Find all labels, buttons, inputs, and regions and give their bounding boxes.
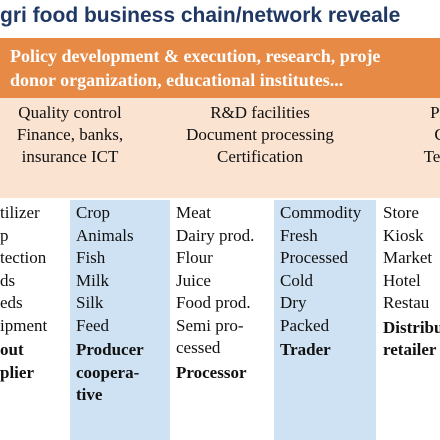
support-line: Certification	[217, 147, 303, 166]
support-group: Quality control Finance, banks, insurance …	[0, 102, 170, 168]
chain-item: eds	[0, 293, 23, 312]
role-line: Processor	[176, 362, 247, 382]
support-line: Tech	[423, 147, 440, 166]
support-group: Pri CTech	[340, 102, 440, 168]
chain-item: Silk	[76, 293, 104, 312]
support-line: insurance ICT	[21, 147, 119, 166]
chain-item: ds	[0, 270, 16, 290]
chain-item: Restau	[383, 293, 430, 312]
chain-item: p	[0, 225, 9, 245]
chain-item: ipment	[0, 315, 48, 335]
chain-role: Producer coopera-tive	[76, 339, 170, 407]
role-line: out	[0, 340, 24, 359]
chain-item: Flour	[176, 248, 213, 267]
title: gri food business chain/network reveale	[0, 4, 401, 27]
chain-column: Meat Dairy prod. Flour Juice Food prod. Semi …	[170, 200, 272, 440]
role-line: plier	[0, 362, 34, 382]
chain-item: Processed	[280, 248, 348, 267]
chain-item: tection	[0, 248, 47, 267]
chain-item: Cold	[280, 270, 314, 290]
chain-role: Trader	[280, 339, 376, 362]
chain-item: Juice	[176, 270, 211, 290]
support-line: Finance, banks,	[16, 125, 124, 144]
policy-band: Policy development & execution, research…	[0, 38, 440, 98]
chain-role: out plier	[0, 339, 68, 384]
support-line: R&D facilities	[210, 103, 310, 122]
chain-column: Crop Animals Fish Milk Silk Feed Producer coope…	[70, 200, 170, 440]
support-line: Quality control	[18, 103, 122, 122]
chain-item: Crop	[76, 203, 110, 222]
chain-column: Store Kiosk Market Hotel Restau Distribu retai…	[378, 200, 440, 440]
policy-line: donor organization, educational institut…	[10, 70, 344, 90]
policy-line: Policy development & execution, research…	[10, 46, 381, 66]
role-line: tive	[76, 385, 103, 404]
chain-item: Dry	[280, 293, 307, 312]
chain-item: Feed	[76, 315, 110, 335]
chain-role: Processor	[176, 362, 272, 385]
role-line: retailer	[383, 340, 437, 359]
role-line: coopera-	[76, 362, 140, 382]
chain-item: Store	[383, 203, 419, 222]
support-band: Quality control Finance, banks, insurance …	[0, 98, 440, 198]
role-line: Trader	[280, 340, 331, 359]
support-line: Pri	[430, 103, 440, 122]
chain-item: Semi pro-	[176, 315, 244, 335]
chain-item: Food prod.	[176, 293, 251, 312]
chain-item: Dairy prod.	[176, 225, 255, 245]
support-group: R&D facilities Document processing Certifi…	[160, 102, 360, 168]
chain-item: Fresh	[280, 225, 318, 245]
support-line: C	[340, 124, 440, 146]
chain-item: Animals	[76, 225, 134, 245]
chain-role: Distribu retailer	[383, 317, 440, 362]
role-line: Distribu	[383, 317, 440, 337]
chain-item: Market	[383, 248, 433, 267]
role-line: Producer	[76, 340, 144, 359]
chain-column: tilizer p tection ds eds ipment out plier	[0, 200, 68, 440]
chain-item: Meat	[176, 203, 211, 222]
chain-item: Hotel	[383, 270, 421, 290]
chain-item: cessed	[176, 338, 221, 357]
chain-item: Commodity	[280, 203, 362, 222]
chain-item: Kiosk	[383, 225, 424, 245]
chain-item: tilizer	[0, 203, 40, 222]
support-line: Document processing	[186, 125, 334, 144]
chain-item: Fish	[76, 248, 106, 267]
chain-column: Commodity Fresh Processed Cold Dry Packed Trad…	[274, 200, 376, 440]
chain-item: Milk	[76, 270, 110, 290]
chain-item: Packed	[280, 315, 330, 335]
